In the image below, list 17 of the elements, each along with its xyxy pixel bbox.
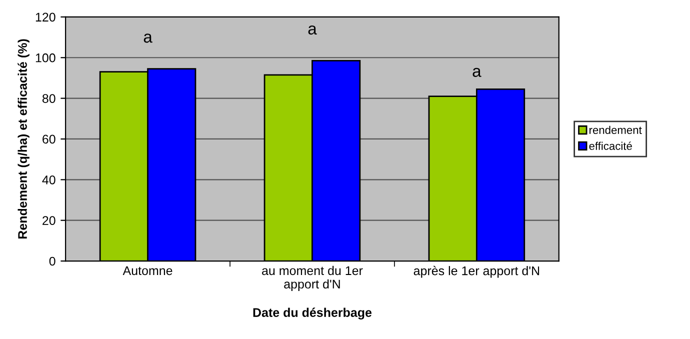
y-tick-label: 40 [42,175,56,184]
annotation: a [472,68,482,77]
x-tick-label: Automne [122,266,172,276]
annotation: a [144,34,152,43]
x-tick-label: au moment du 1er apport d'N [262,266,363,292]
y-axis-title: Rendement (q/ha) et efficacité (%) [18,39,30,239]
y-tick-label: 100 [36,53,56,62]
annotation: a [308,25,317,35]
y-tick-label: 120 [36,12,56,22]
legend-label: rendement [590,126,642,134]
y-tick-label: 60 [42,134,56,144]
x-axis-title: Date du désherbage [253,308,372,320]
y-tick-label: 0 [49,256,56,266]
y-tick-label: 20 [42,216,56,225]
x-tick-label: après le 1er apport d'N [414,266,540,278]
legend-label: efficacité [589,142,632,150]
y-tick-label: 80 [42,94,56,103]
